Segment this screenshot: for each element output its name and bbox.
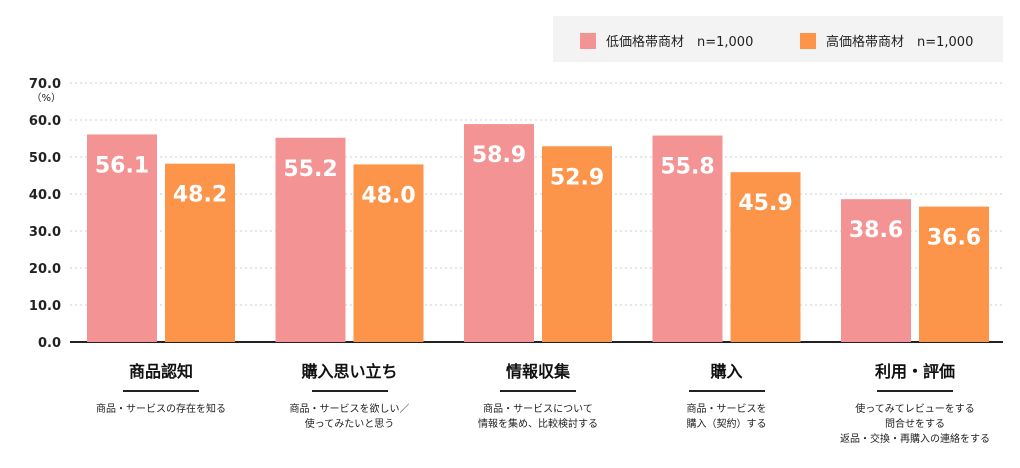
legend-swatch-low-price <box>580 32 596 49</box>
category-description: 商品・サービスを 購入（契約）する <box>627 402 827 432</box>
category-description: 商品・サービスについて 情報を集め、比較検討する <box>438 402 638 432</box>
bar-low-price <box>87 134 157 342</box>
bar-value-label: 38.6 <box>849 218 903 243</box>
bar-low-price <box>652 135 723 342</box>
legend-swatch-high-price <box>800 32 816 49</box>
category-description-line: 商品・サービスを <box>686 404 767 415</box>
bar-value-label: 36.6 <box>927 226 981 251</box>
category-description-line: 使ってみてレビューをする <box>855 404 975 415</box>
y-tick-label: 70.0 <box>29 77 61 92</box>
category-underline <box>877 390 953 392</box>
legend-item-high-price: 高価格帯商材 n=1,000 <box>800 31 973 50</box>
bar-high-price <box>353 164 424 342</box>
bar-value-label: 55.2 <box>283 157 337 182</box>
y-tick-label: 10.0 <box>29 299 61 314</box>
category-block: 利用・評価使ってみてレビューをする 問合せをする返品・交換・再購入の連絡をする <box>815 362 1015 447</box>
category-title: 情報収集 <box>505 362 570 381</box>
category-description-line: 商品・サービスを欲しい／ <box>289 404 410 415</box>
legend: 低価格帯商材 n=1,000 高価格帯商材 n=1,000 <box>553 16 1003 62</box>
category-underline <box>311 390 388 392</box>
bar-value-label: 48.0 <box>361 183 415 208</box>
category-description-line: 購入（契約）する <box>686 419 767 430</box>
bar-value-label: 58.9 <box>472 143 526 168</box>
category-description: 商品・サービスを欲しい／ 使ってみたいと思う <box>250 402 450 432</box>
category-underline <box>500 390 576 392</box>
category-description-line: 問合せをする <box>885 419 945 430</box>
category-title: 購入 <box>710 362 743 381</box>
category-description: 使ってみてレビューをする 問合せをする返品・交換・再購入の連絡をする <box>815 402 1015 447</box>
bar-high-price <box>730 172 801 342</box>
bar-low-price <box>464 124 534 342</box>
bar-high-price <box>542 146 612 342</box>
category-description-line: 使ってみたいと思う <box>304 419 395 430</box>
bar-value-label: 55.8 <box>660 155 714 180</box>
bar-low-price <box>841 199 911 342</box>
category-block: 購入商品・サービスを 購入（契約）する <box>627 362 827 432</box>
y-tick-label: 0.0 <box>38 336 61 351</box>
bar-high-price <box>165 163 235 342</box>
legend-item-low-price: 低価格帯商材 n=1,000 <box>580 31 753 50</box>
category-underline <box>688 390 765 392</box>
category-description: 商品・サービスの存在を知る <box>61 402 261 417</box>
category-description-line: 返品・交換・再購入の連絡をする <box>840 434 990 445</box>
category-description-line: 商品・サービスについて <box>483 404 593 415</box>
category-title: 利用・評価 <box>874 362 955 381</box>
y-tick-label: 50.0 <box>29 151 61 166</box>
y-tick-label: 20.0 <box>29 262 61 277</box>
y-tick-label: 40.0 <box>29 188 61 203</box>
category-title: 購入思い立ち <box>301 362 398 381</box>
bar-value-label: 52.9 <box>550 165 604 190</box>
category-block: 商品認知商品・サービスの存在を知る <box>61 362 261 417</box>
category-description-line: 商品・サービスの存在を知る <box>96 404 226 415</box>
y-tick-label: 60.0 <box>29 114 61 129</box>
bar-low-price <box>275 137 346 342</box>
y-tick-label: 30.0 <box>29 225 61 240</box>
bar-value-label: 56.1 <box>95 153 149 178</box>
category-block: 情報収集商品・サービスについて 情報を集め、比較検討する <box>438 362 638 432</box>
category-block: 購入思い立ち商品・サービスを欲しい／ 使ってみたいと思う <box>250 362 450 432</box>
category-underline <box>123 390 199 392</box>
category-title: 商品認知 <box>128 362 193 381</box>
legend-label-high-price: 高価格帯商材 n=1,000 <box>826 35 974 50</box>
bar-value-label: 45.9 <box>738 191 792 216</box>
bar-high-price <box>919 206 989 342</box>
legend-label-low-price: 低価格帯商材 n=1,000 <box>606 35 754 50</box>
y-unit-label: （%） <box>31 92 61 104</box>
category-description-line: 情報を集め、比較検討する <box>478 419 598 430</box>
bar-value-label: 48.2 <box>173 183 227 208</box>
